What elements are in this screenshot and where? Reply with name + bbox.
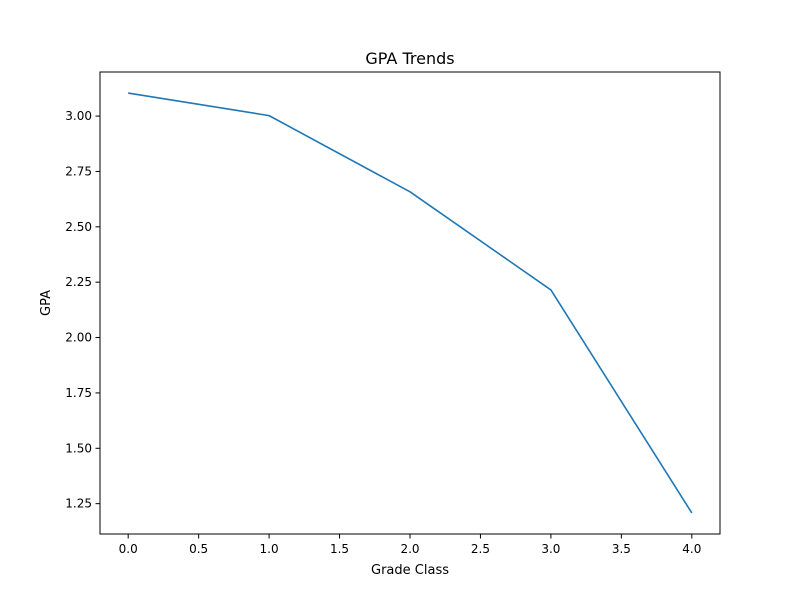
y-tick-label: 2.75 bbox=[65, 164, 92, 178]
x-tick-label: 1.0 bbox=[260, 542, 279, 556]
y-tick-label: 1.50 bbox=[65, 441, 92, 455]
x-tick-label: 0.5 bbox=[189, 542, 208, 556]
y-axis-label: GPA bbox=[39, 290, 54, 316]
x-tick-label: 2.0 bbox=[400, 542, 419, 556]
chart-title: GPA Trends bbox=[365, 49, 454, 68]
gpa-series-line bbox=[128, 92, 693, 514]
y-tick-label: 1.25 bbox=[65, 497, 92, 511]
x-tick-label: 3.5 bbox=[612, 542, 631, 556]
axes-frame bbox=[99, 71, 721, 535]
x-tick-label: 2.5 bbox=[471, 542, 490, 556]
y-tick-label: 3.00 bbox=[65, 109, 92, 123]
x-tick-label: 3.0 bbox=[541, 542, 560, 556]
x-tick-label: 0.0 bbox=[119, 542, 138, 556]
y-tick-label: 2.25 bbox=[65, 275, 92, 289]
y-tick-label: 2.50 bbox=[65, 220, 92, 234]
plot-area: 0.0 0.5 1.0 1.5 2.0 2.5 3.0 3.5 4.0 1.25 1.50 1.75… bbox=[65, 71, 721, 556]
x-tick-label: 4.0 bbox=[682, 542, 701, 556]
y-tick-label: 2.00 bbox=[65, 331, 92, 345]
y-tick-label: 1.75 bbox=[65, 386, 92, 400]
x-axis-label: Grade Class bbox=[371, 563, 449, 578]
y-axis-ticks: 1.25 1.50 1.75 2.00 2.25 2.50 2.75 3.00 bbox=[65, 109, 100, 511]
x-axis-ticks: 0.0 0.5 1.0 1.5 2.0 2.5 3.0 3.5 4.0 bbox=[119, 534, 701, 556]
x-tick-label: 1.5 bbox=[330, 542, 349, 556]
